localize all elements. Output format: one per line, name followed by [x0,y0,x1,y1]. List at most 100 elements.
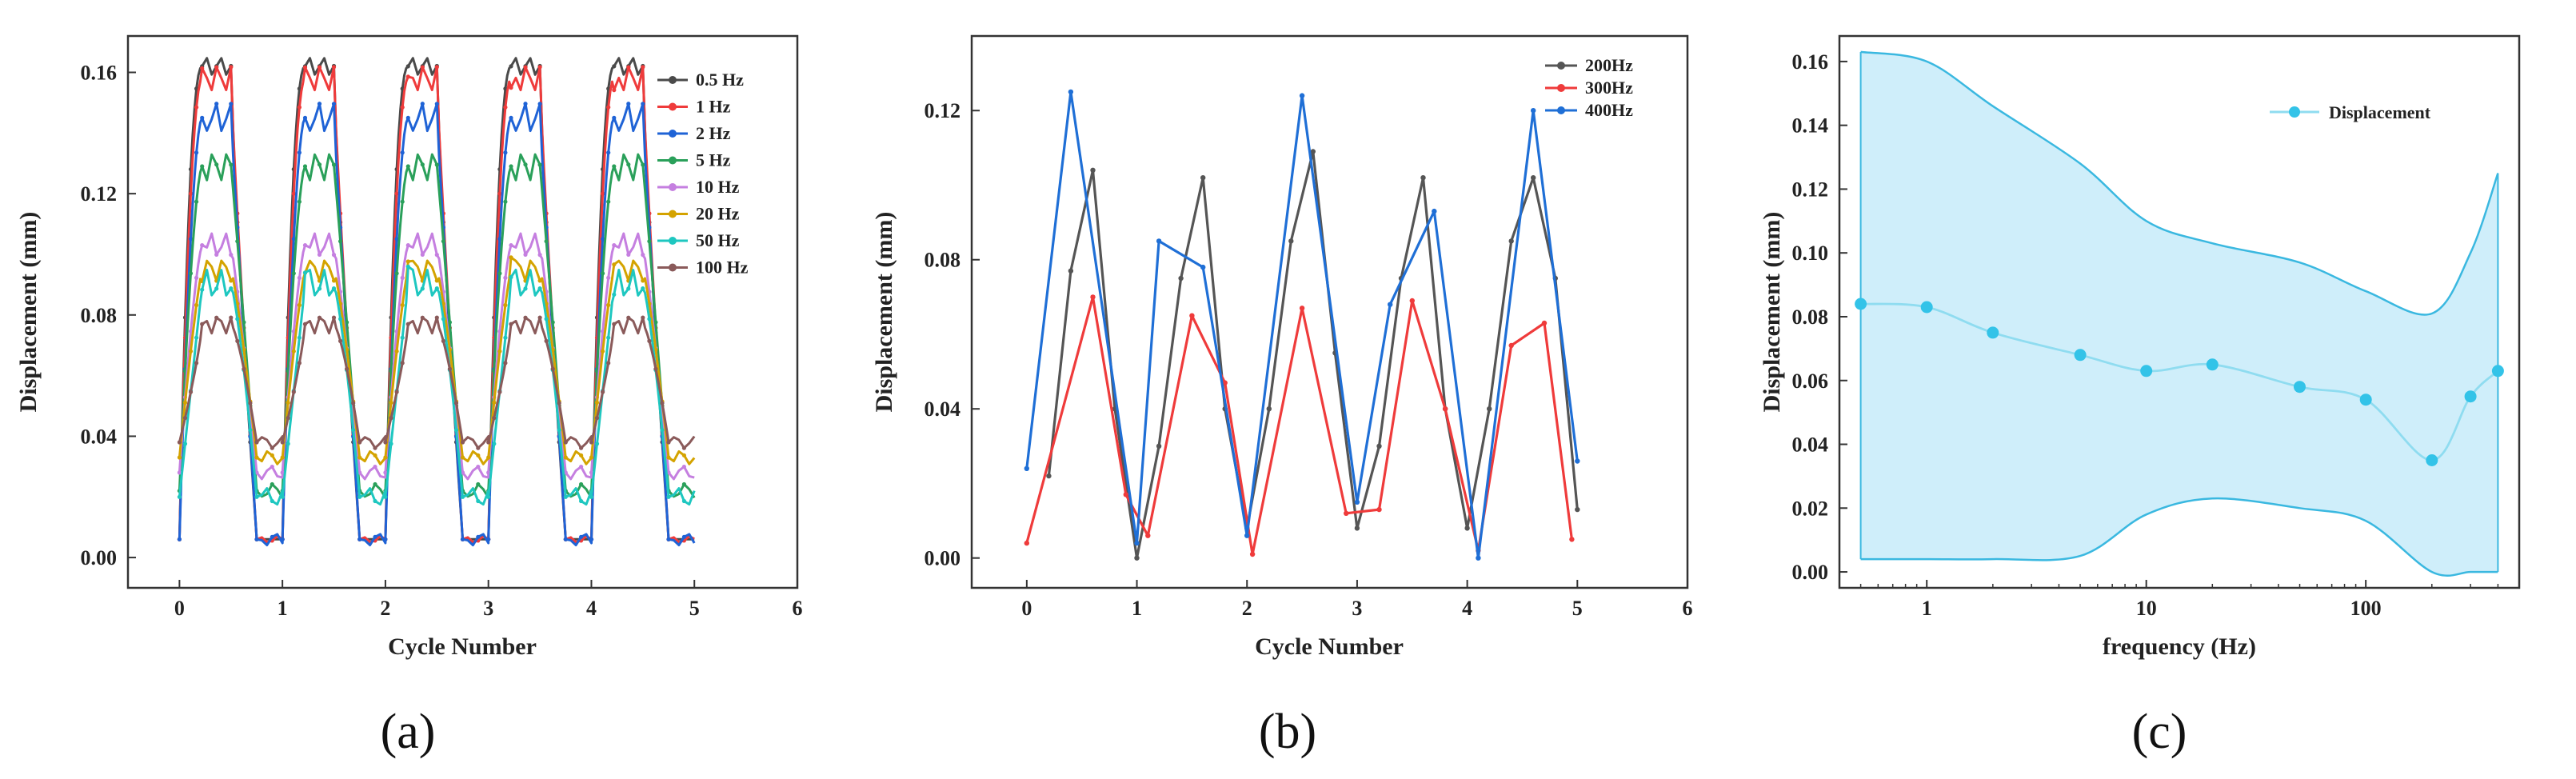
series-point-300hz [1569,537,1575,542]
series-point-200hz [1420,175,1426,181]
series-point-2-hz [373,534,377,539]
series-point-2-hz [200,115,205,120]
series-point-400hz [1156,238,1162,244]
legend-marker-10-hz [669,183,677,191]
legend-marker-20-hz [669,210,677,218]
x-tick-label: 100 [2350,597,2382,620]
series-point-10-hz [331,253,337,258]
series-point-20-hz [254,455,259,460]
series-point-10-hz [270,465,274,469]
series-point-50-hz [383,494,388,499]
series-point-300hz [1508,342,1514,349]
y-tick-label: 0.00 [1792,561,1829,584]
series-point-10-hz [177,470,182,475]
series-point-20-hz [270,453,274,457]
series-point-50-hz [579,498,584,504]
y-tick-label: 0.06 [1792,370,1829,393]
series-point-20-hz [389,400,393,405]
series-point-100-hz [550,366,555,371]
series-point-100-hz [486,440,491,445]
panel-c-frame [1838,34,2521,589]
legend-label-2-hz: 2 Hz [696,123,731,143]
series-point-2-hz [476,534,481,539]
series-point-300hz [1222,380,1228,386]
series-point-100-hz [383,440,388,445]
series-point-100-hz [177,440,182,445]
panel-c-label: (c) [2132,705,2187,759]
series-point-2-hz [523,102,528,106]
series-point-200hz [1508,238,1514,244]
series-point-200hz [1178,275,1184,282]
series-point-200hz [1288,238,1294,244]
series-point-2-hz [357,537,362,541]
series-point-2-hz [563,537,568,541]
x-tick-label: 6 [1683,597,1693,620]
series-point-100-hz [476,445,481,450]
series-point-100-hz [254,440,259,445]
legend-label-10-hz: 10 Hz [696,177,740,197]
series-point-400hz [1024,465,1030,471]
panel-b-series [1024,89,1580,561]
series-point-50-hz [589,494,594,499]
series-point-10-hz [280,470,285,475]
series-point-100-hz [492,416,497,421]
panel-c-legend: Displacement [2270,102,2431,122]
series-point-20-hz [641,278,645,283]
series-point-10-hz [589,470,594,475]
series-point-10-hz [486,470,491,475]
series-line-5-hz [178,153,696,499]
series-point-2-hz [606,150,611,155]
series-point-20-hz [476,453,481,457]
legend-label-5-hz: 5 Hz [696,150,731,170]
series-point-100-hz [248,401,253,405]
series-point-2-hz [626,102,631,106]
series-point-displacement [2140,365,2153,378]
series-point-100-hz [606,361,611,366]
series-point-50-hz [476,498,481,504]
series-point-5-hz [297,199,302,204]
series-point-100-hz [589,440,594,445]
series-point-100-hz [660,401,665,405]
y-tick-label: 0.04 [1792,433,1829,457]
series-point-5-hz [550,320,555,325]
series-point-5-hz [400,199,405,204]
series-point-2-hz [486,537,491,541]
series-point-5-hz [317,162,322,167]
series-point-100-hz [509,322,513,326]
series-line-50-hz [178,265,696,506]
series-point-2-hz [302,115,308,120]
panel-a-xlabel: Cycle Number [388,633,537,660]
legend-label-200hz: 200Hz [1585,55,1633,75]
series-point-20-hz [486,455,491,460]
series-point-20-hz [297,302,302,308]
series-point-100-hz [200,322,205,326]
series-point-200hz [1090,167,1096,173]
series-point-100-hz [666,440,671,445]
series-point-50-hz [626,286,631,291]
series-point-100-hz [441,338,446,343]
series-point-100-hz [357,440,362,445]
series-point-200hz [1376,443,1382,449]
series-point-10-hz [537,253,542,258]
series-point-20-hz [606,302,611,308]
series-point-100-hz [601,390,605,394]
series-point-20-hz [537,278,542,283]
series-point-50-hz [177,494,182,499]
series-point-10-hz [373,465,377,469]
series-point-1-hz [497,191,502,196]
series-point-20-hz [434,278,439,283]
series-point-200hz [1068,268,1074,274]
series-point-1-hz [229,65,234,70]
series-point-2-hz [317,102,322,106]
band-lower-edge [1860,497,2498,577]
series-point-50-hz [357,494,362,499]
series-point-50-hz [460,494,465,499]
series-point-5-hz [579,481,584,487]
series-point-5-hz [200,164,205,169]
series-point-10-hz [641,253,645,258]
y-tick-label: 0.12 [81,182,118,206]
series-point-displacement [2206,358,2219,371]
series-point-50-hz [544,317,549,322]
series-point-2-hz [460,537,465,541]
series-point-0-5-hz [612,64,617,69]
